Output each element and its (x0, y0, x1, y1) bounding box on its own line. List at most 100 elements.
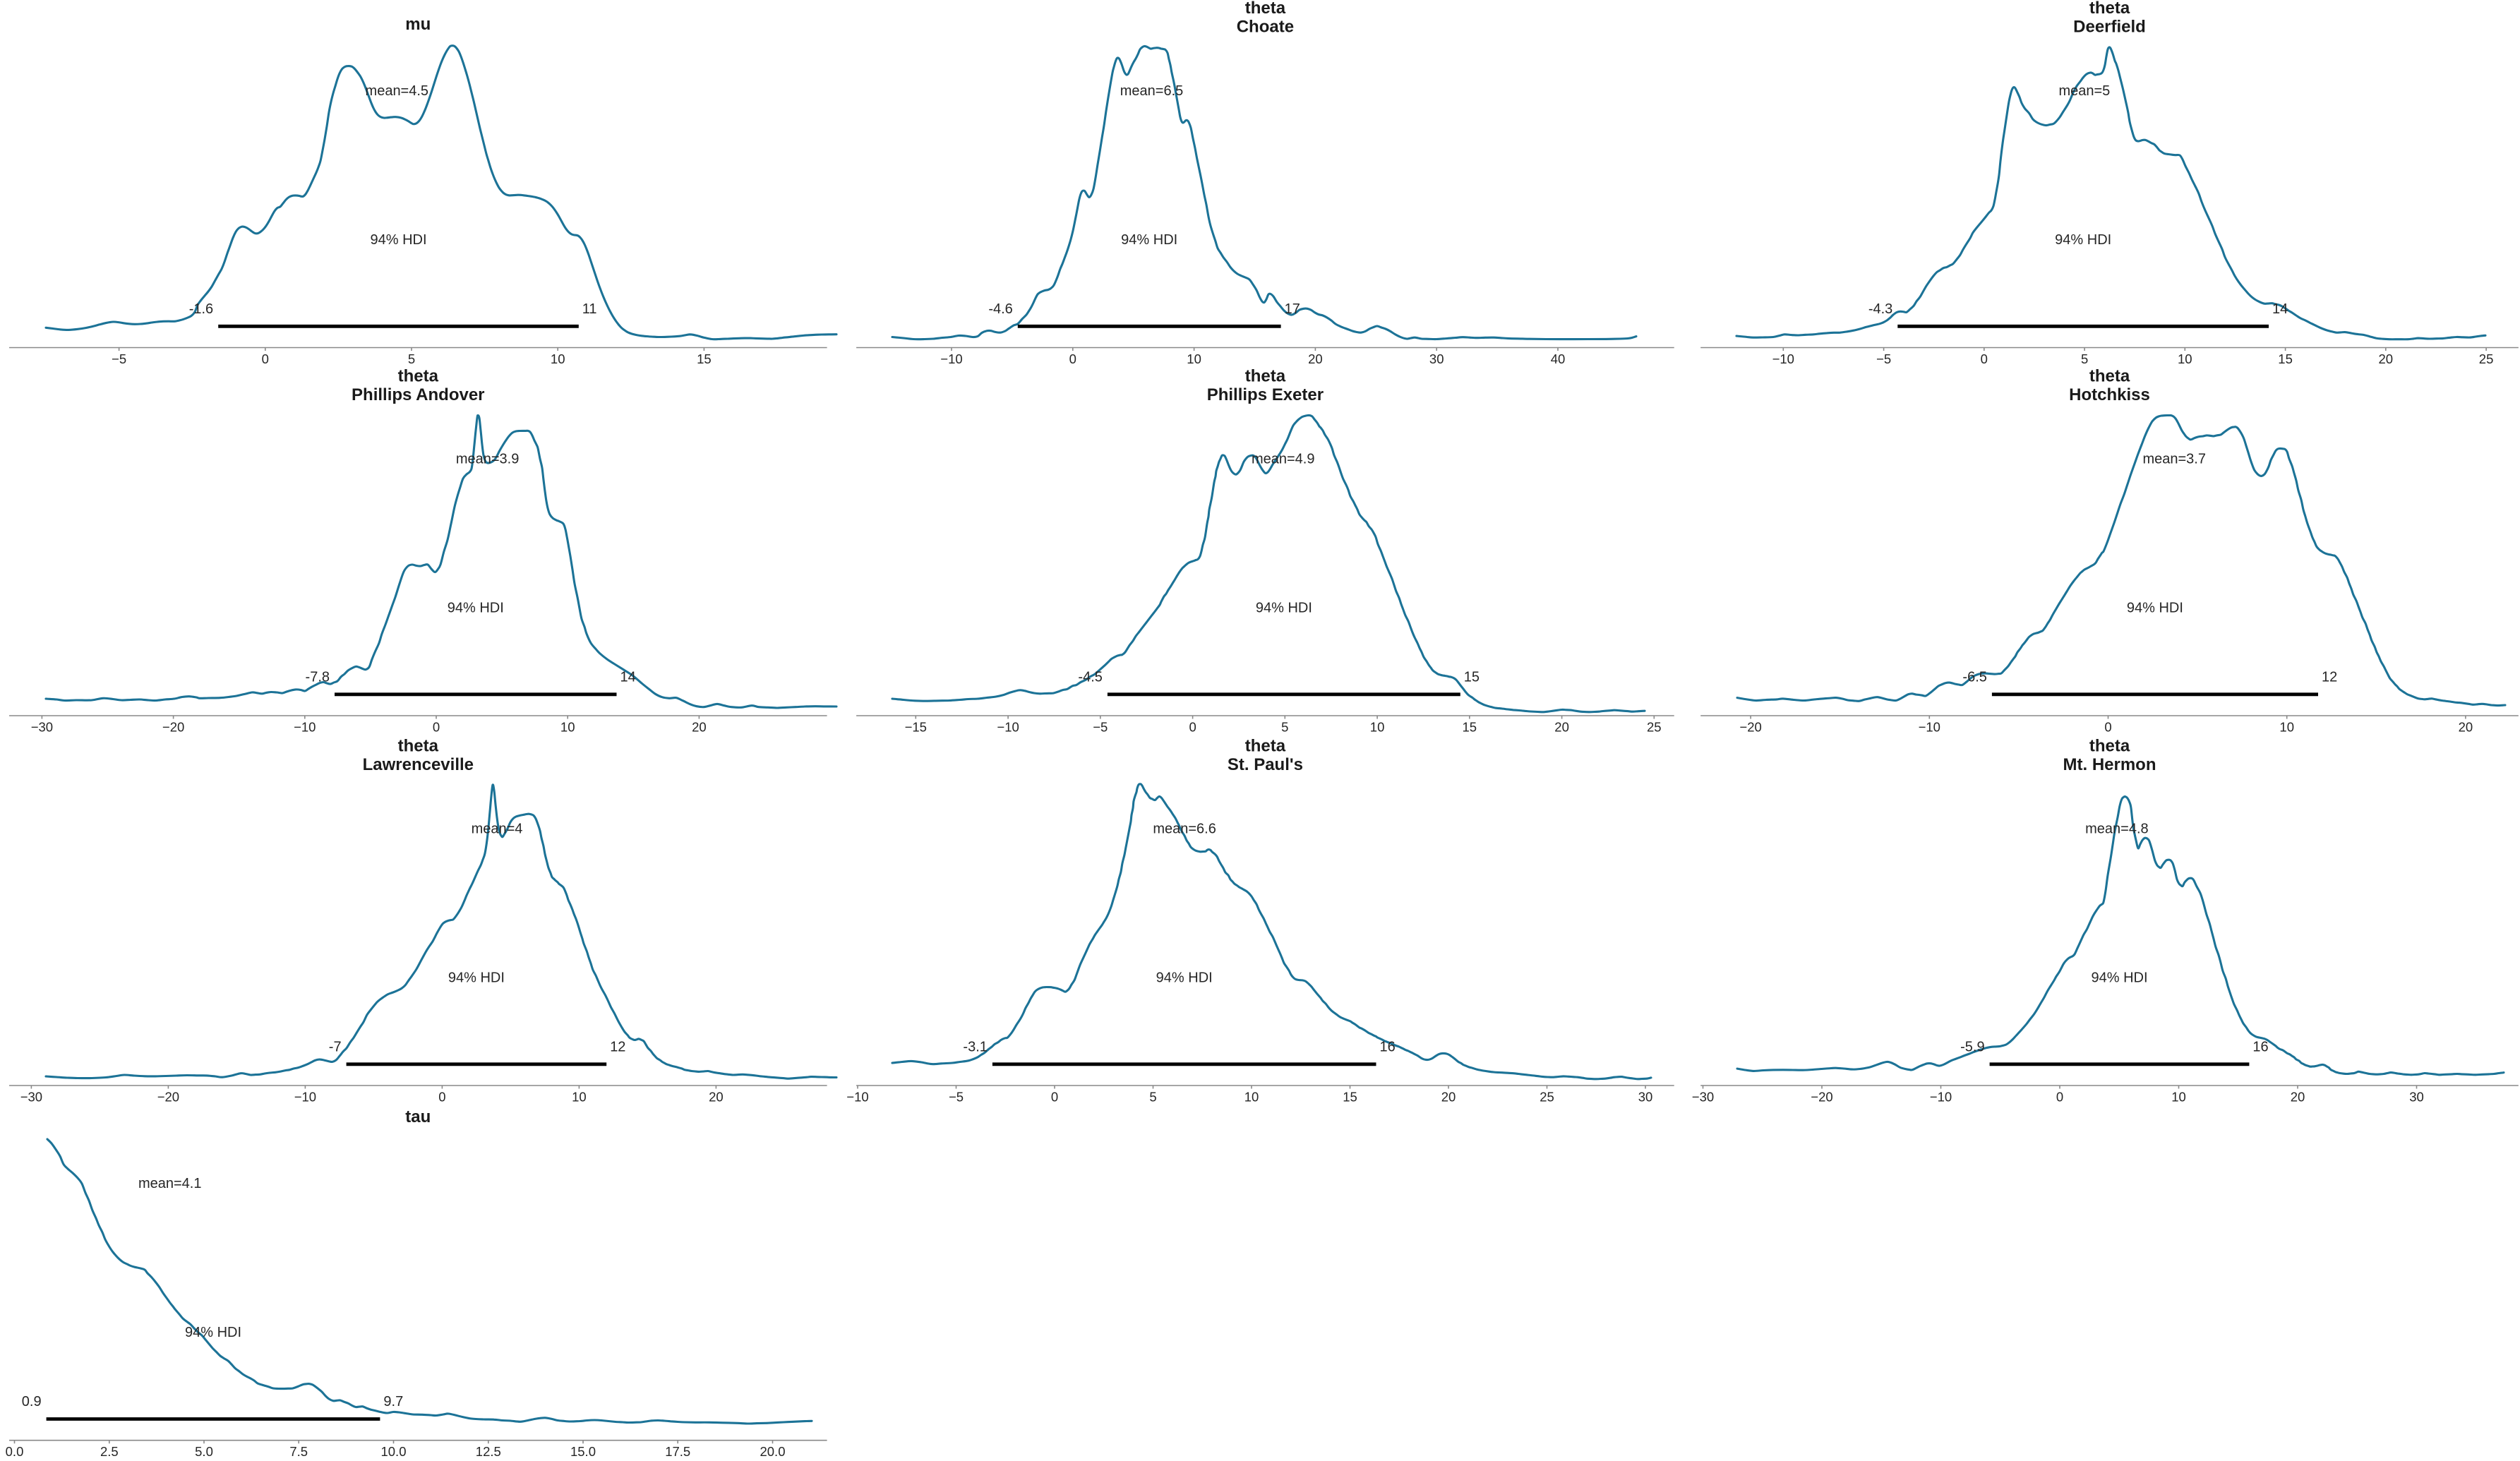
svg-text:94% HDI: 94% HDI (2127, 601, 2183, 616)
svg-text:Lawrenceville: Lawrenceville (363, 755, 474, 774)
svg-text:12.5: 12.5 (476, 1444, 501, 1459)
svg-text:16: 16 (1380, 1040, 1396, 1055)
svg-text:20.0: 20.0 (760, 1444, 785, 1459)
svg-text:mean=4: mean=4 (472, 822, 523, 837)
svg-text:10: 10 (1244, 1090, 1259, 1105)
svg-text:15.0: 15.0 (570, 1444, 596, 1459)
svg-text:5: 5 (408, 351, 415, 366)
svg-text:mean=4.5: mean=4.5 (366, 83, 429, 99)
svg-text:mean=4.1: mean=4.1 (138, 1176, 202, 1191)
svg-text:20: 20 (709, 1090, 724, 1105)
svg-text:−30: −30 (20, 1090, 42, 1105)
svg-text:−10: −10 (294, 1090, 316, 1105)
svg-text:theta: theta (1245, 737, 1286, 756)
svg-text:theta: theta (1245, 0, 1286, 18)
svg-text:−10: −10 (846, 1090, 868, 1105)
svg-text:14: 14 (2272, 301, 2288, 317)
svg-text:−10: −10 (997, 720, 1019, 735)
svg-text:−30: −30 (31, 720, 53, 735)
svg-text:mean=6.6: mean=6.6 (1153, 822, 1216, 837)
svg-text:0.0: 0.0 (6, 1444, 24, 1459)
svg-text:Hotchkiss: Hotchkiss (2069, 385, 2150, 404)
svg-text:0.9: 0.9 (22, 1394, 42, 1409)
svg-text:17: 17 (1285, 301, 1300, 317)
svg-text:−10: −10 (294, 720, 316, 735)
svg-text:94% HDI: 94% HDI (1156, 970, 1213, 986)
svg-text:10: 10 (1370, 720, 1385, 735)
svg-text:94% HDI: 94% HDI (1256, 601, 1312, 616)
svg-text:mean=4.9: mean=4.9 (1252, 452, 1315, 467)
svg-text:theta: theta (398, 737, 439, 756)
svg-text:94% HDI: 94% HDI (448, 601, 504, 616)
svg-text:7.5: 7.5 (289, 1444, 308, 1459)
svg-text:14: 14 (620, 670, 636, 685)
svg-text:mean=3.7: mean=3.7 (2142, 452, 2206, 467)
svg-text:25: 25 (2479, 351, 2494, 366)
svg-text:20: 20 (2291, 1090, 2305, 1105)
svg-text:−5: −5 (112, 351, 126, 366)
svg-text:Deerfield: Deerfield (2073, 18, 2146, 37)
svg-text:−5: −5 (1876, 351, 1891, 366)
svg-text:10.0: 10.0 (380, 1444, 406, 1459)
svg-text:0: 0 (1051, 1090, 1058, 1105)
svg-text:20: 20 (2379, 351, 2394, 366)
svg-text:-4.5: -4.5 (1078, 670, 1102, 685)
svg-text:15: 15 (1463, 720, 1477, 735)
svg-text:0: 0 (262, 351, 269, 366)
svg-text:15: 15 (2278, 351, 2293, 366)
svg-text:94% HDI: 94% HDI (370, 232, 426, 248)
svg-text:−20: −20 (1739, 720, 1761, 735)
svg-text:0: 0 (1981, 351, 1988, 366)
svg-text:−10: −10 (1930, 1090, 1952, 1105)
svg-text:9.7: 9.7 (383, 1394, 403, 1409)
svg-text:16: 16 (2252, 1040, 2268, 1055)
svg-text:−5: −5 (1093, 720, 1108, 735)
svg-text:theta: theta (2089, 0, 2130, 18)
svg-text:25: 25 (1647, 720, 1662, 735)
svg-text:theta: theta (1245, 367, 1286, 386)
svg-text:94% HDI: 94% HDI (448, 970, 505, 986)
svg-text:St. Paul's: St. Paul's (1228, 755, 1303, 774)
svg-text:15: 15 (697, 351, 712, 366)
svg-text:0: 0 (2056, 1090, 2063, 1105)
svg-text:Phillips Exeter: Phillips Exeter (1207, 385, 1324, 404)
svg-text:−10: −10 (940, 351, 962, 366)
svg-text:-1.6: -1.6 (189, 301, 213, 317)
svg-text:30: 30 (1429, 351, 1444, 366)
svg-text:−20: −20 (1811, 1090, 1832, 1105)
svg-text:25: 25 (1540, 1090, 1554, 1105)
svg-text:0: 0 (438, 1090, 445, 1105)
svg-text:Mt. Hermon: Mt. Hermon (2063, 755, 2156, 774)
svg-text:94% HDI: 94% HDI (2055, 232, 2111, 248)
svg-text:94% HDI: 94% HDI (2091, 970, 2147, 986)
svg-text:-7.8: -7.8 (306, 670, 330, 685)
svg-text:mean=4.8: mean=4.8 (2085, 822, 2149, 837)
svg-text:−15: −15 (905, 720, 927, 735)
svg-text:theta: theta (2089, 737, 2130, 756)
svg-text:20: 20 (1554, 720, 1569, 735)
svg-text:0: 0 (2104, 720, 2111, 735)
svg-text:40: 40 (1551, 351, 1566, 366)
svg-text:−30: −30 (1692, 1090, 1714, 1105)
svg-text:-4.3: -4.3 (1868, 301, 1892, 317)
svg-text:20: 20 (692, 720, 707, 735)
svg-text:5: 5 (2081, 351, 2088, 366)
svg-text:2.5: 2.5 (100, 1444, 119, 1459)
svg-text:−20: −20 (162, 720, 184, 735)
svg-text:Choate: Choate (1237, 18, 1294, 37)
svg-text:mean=5: mean=5 (2058, 83, 2110, 99)
svg-text:theta: theta (398, 367, 439, 386)
svg-text:10: 10 (2279, 720, 2294, 735)
svg-text:-7: -7 (329, 1040, 342, 1055)
svg-text:10: 10 (1187, 351, 1201, 366)
svg-text:10: 10 (2171, 1090, 2186, 1105)
svg-text:94% HDI: 94% HDI (185, 1325, 241, 1340)
svg-text:5.0: 5.0 (195, 1444, 213, 1459)
svg-text:10: 10 (560, 720, 575, 735)
svg-text:tau: tau (405, 1107, 431, 1126)
svg-text:0: 0 (433, 720, 440, 735)
svg-text:10: 10 (2178, 351, 2192, 366)
svg-text:17.5: 17.5 (665, 1444, 690, 1459)
svg-text:−10: −10 (1772, 351, 1794, 366)
svg-text:mu: mu (405, 15, 431, 34)
